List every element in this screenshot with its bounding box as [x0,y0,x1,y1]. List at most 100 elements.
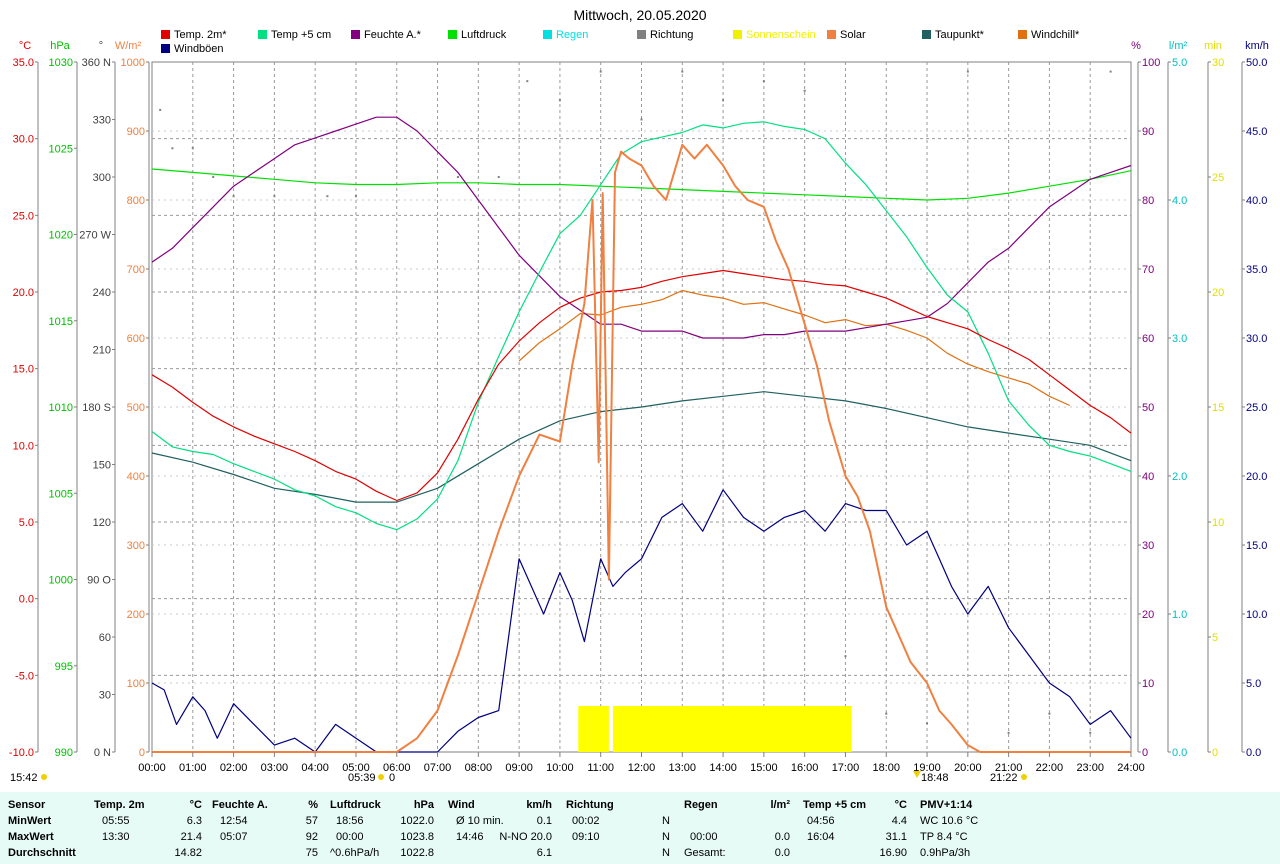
x-label-1: 01:00 [179,762,207,774]
humidity-min-val: 57 [305,815,318,827]
direction-point-20 [926,722,929,725]
pmv-min: WC 10.6 °C [920,815,979,827]
series-line-luftdruck [151,168,1132,201]
axis-label-temp-1: 30.0 [13,134,34,146]
direction-avg: N [662,847,670,859]
humidity-avg: 75 [305,847,318,859]
pressure-header: Luftdruck [330,799,381,811]
stats-col-pmv: PMV+1:14 WC 10.6 °C TP 8.4 °C 0.9hPa/3h [920,792,1030,864]
pmv-header: PMV+1:14 [920,799,973,811]
rain-max-time: 00:00 [690,831,718,843]
humidity-min-time: 12:54 [220,815,248,827]
axis-label-humidity-4: 60 [1142,333,1154,345]
temp2m-unit: °C [189,799,202,811]
axis-label-direction-7: 150 [93,460,111,472]
legend-swatch-8 [922,30,931,39]
direction-point-22 [1007,731,1010,734]
stats-col-direction: Richtung 00:02 N 09:10 N N [566,792,670,864]
axis-unit-wind: km/h [1245,40,1269,52]
axis-label-rain-5: 0.0 [1172,747,1187,759]
legend-swatch-9 [1018,30,1027,39]
axis-label-solar-6: 400 [127,471,145,483]
axis-label-rain-0: 5.0 [1172,57,1187,69]
pressure-max-time: 00:00 [336,831,364,843]
x-label-18: 18:00 [872,762,900,774]
marker-sunrise-time: 05:39 [348,772,376,784]
axis-label-wind-0: 50.0 [1246,57,1267,69]
legend-label-9: Windchill* [1031,29,1080,41]
axis-label-sunshine-2: 20 [1212,287,1224,299]
axis-label-humidity-7: 30 [1142,540,1154,552]
wind-header: Wind [448,799,475,811]
axis-label-pressure-1: 1025 [49,143,73,155]
x-label-20: 20:00 [954,762,982,774]
bottom-markers: 15:42 05:39 0 18:48 21:22 [10,771,1027,784]
direction-min-time: 00:02 [572,815,600,827]
direction-point-5 [273,195,276,198]
wind-max-val: N-NO 20.0 [499,831,552,843]
temp2m-min-val: 6.3 [186,815,202,827]
axis-label-pressure-8: 990 [55,747,73,759]
axis-label-pressure-7: 995 [55,661,73,673]
direction-point-1 [171,147,174,150]
axis-unit-temp: °C [19,40,31,52]
legend-swatch-6 [733,30,742,39]
axis-label-temp-4: 15.0 [13,364,34,376]
pressure-min-val: 1022.0 [400,815,434,827]
axis-label-solar-2: 800 [127,195,145,207]
legend-label-7: Solar [840,29,866,41]
axis-label-rain-3: 2.0 [1172,471,1187,483]
x-label-6: 06:00 [383,762,411,774]
axis-label-solar-8: 200 [127,609,145,621]
axis-label-sunshine-4: 10 [1212,517,1224,529]
temp2m-header: Temp. 2m [94,799,145,811]
axis-label-wind-2: 40.0 [1246,195,1267,207]
temp2m-min-time: 05:55 [102,815,130,827]
temp5cm-max-time: 16:04 [807,831,835,843]
legend-swatch-7 [827,30,836,39]
axis-label-wind-7: 15.0 [1246,540,1267,552]
stats-col-pressure: Luftdruck hPa 18:56 1022.0 00:00 1023.8 ^0.… [330,792,434,864]
x-label-15: 15:00 [750,762,778,774]
legend-swatch-4 [543,30,552,39]
pressure-max-val: 1023.8 [400,831,434,843]
x-label-12: 12:00 [628,762,656,774]
axis-label-temp-2: 25.0 [13,210,34,222]
direction-point-15 [722,99,725,102]
marker-moon-icon [1021,774,1027,780]
axis-label-temp-9: -10.0 [9,747,34,759]
axis-label-humidity-3: 70 [1142,264,1154,276]
axis-unit-rain: l/m² [1169,40,1188,52]
axis-label-direction-11: 30 [99,690,111,702]
axis-label-rain-2: 3.0 [1172,333,1187,345]
temp5cm-avg: 16.90 [879,847,907,859]
axis-label-solar-3: 700 [127,264,145,276]
axis-unit-solar: W/m² [115,40,142,52]
axis-unit-direction: ° [99,40,103,52]
axis-label-direction-12: 0 N [94,747,111,759]
axis-label-solar-10: 0 [139,747,145,759]
label-min: MinWert [8,815,52,827]
label-avg: Durchschnitt [8,847,76,859]
direction-point-3 [212,176,215,178]
rain-avg: 0.0 [774,847,790,859]
label-max: MaxWert [8,831,54,843]
axis-label-solar-7: 300 [127,540,145,552]
axis-label-solar-0: 1000 [121,57,145,69]
stats-col-humidity: Feuchte A.% 12:54 57 05:07 92 75 [212,792,318,864]
axis-label-direction-4: 240 [93,287,111,299]
rain-header: Regen [684,799,718,811]
marker-moon-time: 21:22 [990,772,1018,784]
weather-chart: Mittwoch, 20.05.2020 Temp. 2m* Temp +5 cm… [8,7,1269,784]
axis-label-wind-1: 45.0 [1246,126,1267,138]
axis-label-direction-9: 90 O [87,575,111,587]
marker-sunset-icon [913,771,921,778]
legend-swatch-0 [161,30,170,39]
series-lines [151,116,1132,753]
wind-min-val: 0.1 [536,815,552,827]
axis-label-wind-6: 20.0 [1246,471,1267,483]
pmv-max: TP 8.4 °C [920,831,968,843]
axis-label-humidity-6: 40 [1142,471,1154,483]
x-label-0: 00:00 [138,762,166,774]
axis-label-pressure-2: 1020 [49,230,73,242]
